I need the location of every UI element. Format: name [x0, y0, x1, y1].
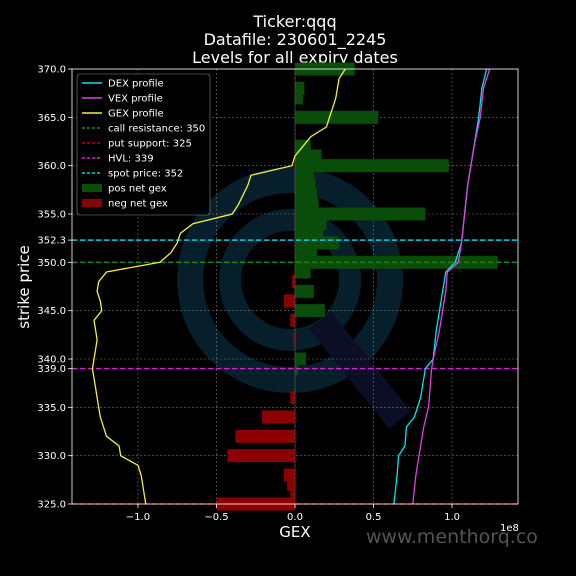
x-axis-ticks: −1.0 −0.5 0.0 0.5 1.0: [126, 504, 460, 523]
neg-net-gex-bar: [290, 391, 295, 405]
pos-net-gex-bar: [295, 110, 379, 124]
chart-title-line-2: Datafile: 230601_2245: [204, 30, 387, 50]
pos-net-gex-bar: [295, 284, 314, 298]
legend-label: VEX profile: [108, 94, 163, 105]
y-axis-label: strike price: [15, 245, 33, 329]
legend-swatch: [82, 184, 102, 192]
x-tick-label: 0.0: [287, 512, 303, 523]
neg-net-gex-bar: [284, 468, 295, 482]
pos-net-gex-bar: [295, 352, 306, 366]
y-tick-label: 345.0: [37, 306, 66, 317]
x-tick-label: −1.0: [126, 512, 150, 523]
neg-net-gex-bar: [262, 410, 295, 424]
logo-watermark: [177, 167, 411, 429]
neg-net-gex-bar: [290, 487, 295, 501]
legend-box: [76, 73, 211, 216]
neg-net-gex-bar: [290, 313, 295, 327]
x-axis-multiplier: 1e8: [500, 523, 519, 534]
pos-net-gex-bar: [295, 304, 325, 318]
chart-title-line-1: Ticker:qqq: [252, 12, 336, 31]
vex-profile-line: [412, 68, 491, 505]
site-watermark: www.menthorq.co: [366, 526, 538, 548]
y-tick-label: 350.0: [37, 258, 66, 269]
y-tick-label: 355.0: [37, 210, 66, 221]
pos-net-gex-bar: [295, 159, 449, 173]
y-tick-label: 360.0: [37, 161, 66, 172]
y-tick-label: 340.0: [37, 355, 66, 366]
x-tick-label: −0.5: [204, 512, 228, 523]
neg-net-gex-bar: [287, 478, 295, 492]
y-tick-label: 352.3: [37, 236, 66, 247]
neg-net-gex-bar: [235, 429, 295, 443]
legend-label: call resistance: 350: [108, 124, 205, 135]
y-tick-label: 335.0: [37, 403, 66, 414]
y-tick-label: 325.0: [37, 500, 66, 511]
legend-label: GEX profile: [108, 109, 164, 120]
x-axis-label: GEX: [279, 523, 310, 541]
pos-net-gex-bar: [295, 81, 305, 95]
legend: DEX profile VEX profile GEX profile call re…: [76, 73, 211, 216]
legend-label: DEX profile: [108, 79, 164, 90]
neg-net-gex-bar: [227, 449, 295, 463]
y-tick-label: 330.0: [37, 451, 66, 462]
pos-net-gex-bar: [295, 207, 426, 221]
pos-net-gex-bar: [295, 91, 303, 105]
legend-label: pos net gex: [108, 184, 167, 195]
x-tick-label: 1.0: [444, 512, 460, 523]
x-tick-label: 0.5: [366, 512, 382, 523]
legend-swatch: [82, 199, 102, 207]
y-tick-label: 365.0: [37, 113, 66, 124]
legend-label: neg net gex: [108, 199, 168, 210]
neg-net-gex-bar: [291, 275, 295, 289]
pos-net-gex-bar: [295, 265, 311, 279]
y-tick-label: 339.0: [37, 364, 66, 375]
neg-net-gex-bar: [284, 294, 295, 308]
legend-label: HVL: 339: [108, 154, 154, 165]
neg-net-gex-bar: [293, 333, 295, 347]
legend-label: spot price: 352: [108, 169, 183, 180]
legend-label: put support: 325: [108, 139, 192, 150]
gex-profile-line: [91, 68, 346, 505]
chart-title-line-3: Levels for all expiry dates: [192, 48, 398, 67]
y-tick-label: 370.0: [37, 65, 66, 76]
